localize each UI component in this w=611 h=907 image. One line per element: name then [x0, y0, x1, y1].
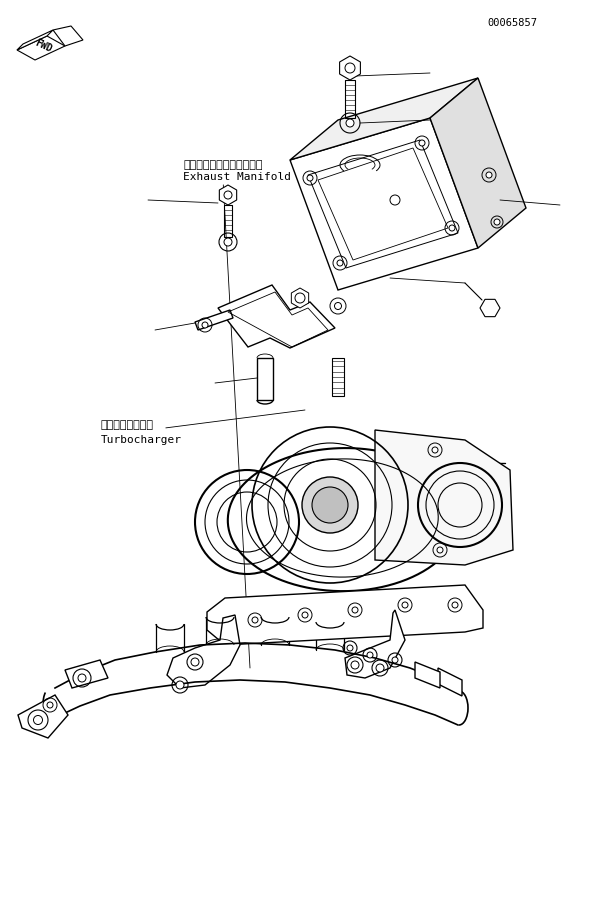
Circle shape: [337, 260, 343, 266]
Circle shape: [202, 322, 208, 328]
Circle shape: [302, 612, 308, 618]
Polygon shape: [340, 56, 360, 80]
Polygon shape: [430, 78, 526, 248]
Polygon shape: [415, 662, 440, 688]
Text: Exhaust Manifold: Exhaust Manifold: [183, 171, 291, 182]
Text: ターボチャージャ: ターボチャージャ: [101, 420, 154, 430]
Polygon shape: [218, 285, 335, 348]
Polygon shape: [167, 615, 240, 688]
Circle shape: [334, 303, 342, 309]
Circle shape: [252, 617, 258, 623]
Polygon shape: [65, 660, 108, 688]
Circle shape: [224, 238, 232, 246]
Circle shape: [437, 547, 443, 553]
Circle shape: [352, 607, 358, 613]
Text: Turbocharger: Turbocharger: [101, 434, 182, 445]
Polygon shape: [291, 288, 309, 308]
Circle shape: [191, 658, 199, 666]
Circle shape: [351, 661, 359, 669]
Circle shape: [419, 140, 425, 146]
Circle shape: [402, 602, 408, 608]
Circle shape: [347, 645, 353, 651]
Circle shape: [346, 119, 354, 127]
Polygon shape: [290, 118, 478, 290]
Circle shape: [47, 702, 53, 708]
Circle shape: [34, 716, 43, 725]
Circle shape: [78, 674, 86, 682]
Text: エキゾーストマニホールド: エキゾーストマニホールド: [183, 160, 263, 170]
Polygon shape: [18, 695, 68, 738]
Circle shape: [494, 219, 500, 225]
Circle shape: [176, 681, 184, 689]
Circle shape: [367, 652, 373, 658]
Circle shape: [452, 602, 458, 608]
Text: 00065857: 00065857: [488, 17, 538, 28]
Polygon shape: [438, 668, 462, 696]
Circle shape: [449, 225, 455, 231]
Polygon shape: [257, 358, 273, 400]
Circle shape: [312, 487, 348, 523]
Polygon shape: [219, 185, 236, 205]
Polygon shape: [345, 610, 405, 678]
Polygon shape: [17, 30, 53, 50]
Circle shape: [376, 664, 384, 672]
Polygon shape: [480, 299, 500, 317]
Polygon shape: [195, 310, 233, 330]
Polygon shape: [375, 430, 513, 565]
Polygon shape: [228, 448, 460, 591]
Text: FWD: FWD: [33, 38, 53, 54]
Circle shape: [392, 657, 398, 663]
Circle shape: [307, 175, 313, 181]
Circle shape: [302, 477, 358, 533]
Circle shape: [486, 172, 492, 178]
Polygon shape: [207, 585, 483, 645]
Polygon shape: [53, 26, 83, 46]
Polygon shape: [17, 36, 65, 60]
Circle shape: [432, 447, 438, 453]
Polygon shape: [290, 78, 478, 160]
